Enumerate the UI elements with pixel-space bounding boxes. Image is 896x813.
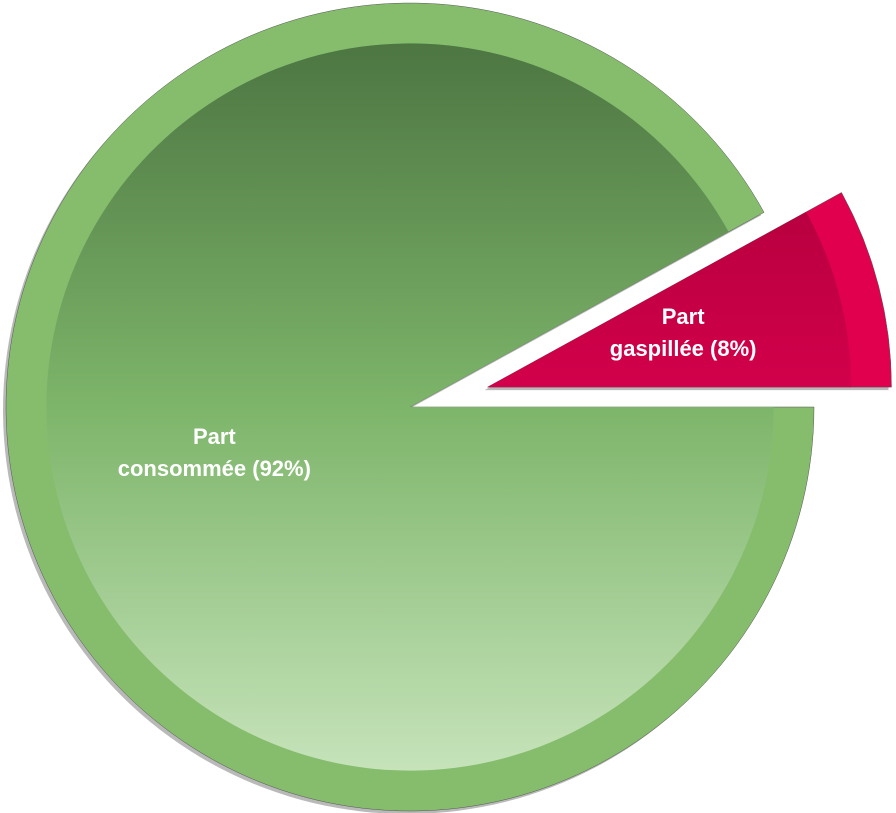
data-label-line: Part xyxy=(662,304,705,329)
data-label: Part gaspillée (8%) xyxy=(610,304,757,361)
slice-inner xyxy=(487,211,852,388)
data-label: Part consommée (92%) xyxy=(118,424,311,481)
data-label-line: gaspillée (8%) xyxy=(610,336,757,361)
slice-inner xyxy=(46,43,774,771)
data-label-line: consommée (92%) xyxy=(118,456,311,481)
data-label-line: Part xyxy=(193,424,236,449)
